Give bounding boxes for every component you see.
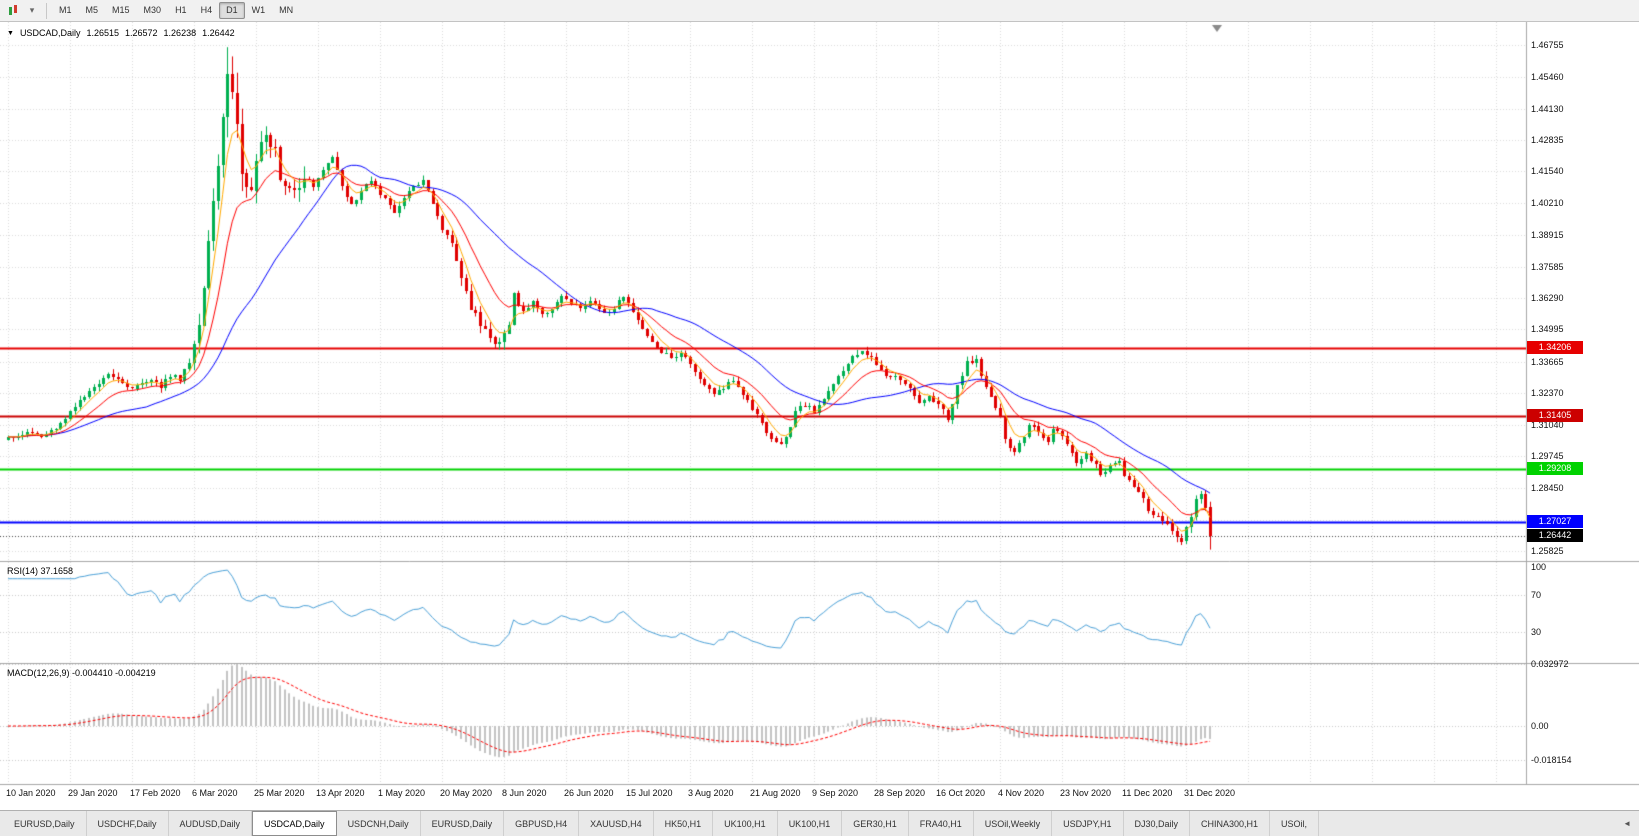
macd-axis-label: -0.018154 [1531,755,1572,765]
line-price-badge: 1.27027 [1527,515,1583,528]
date-axis-label: 28 Sep 2020 [874,788,926,798]
current-price-badge: 1.26442 [1527,529,1583,542]
price-axis-label: 1.45460 [1531,72,1564,82]
chart-tab-gbpusd-h4[interactable]: GBPUSD,H4 [504,811,580,836]
timeframes-toolbar: ▾ M1 M5 M15 M30 H1 H4 D1 W1 MN [0,0,1639,22]
timeframe-button-m5[interactable]: M5 [85,5,99,15]
date-axis-label: 9 Sep 2020 [812,788,859,798]
chart-tab-dj30-daily[interactable]: DJ30,Daily [1123,811,1191,836]
chart-tab-audusd-daily[interactable]: AUDUSD,Daily [168,811,253,836]
macd-axis-label: 0.00 [1531,721,1549,731]
price-axis-label: 1.34995 [1531,324,1564,334]
date-axis-label: 26 Jun 2020 [564,788,614,798]
timeframe-button-m1[interactable]: M1 [59,5,72,15]
chart-tab-usdcad-daily[interactable]: USDCAD,Daily [252,811,337,836]
rsi-axis-label: 100 [1531,562,1547,572]
timeframe-button-m30[interactable]: M30 [143,5,162,15]
price-axis-label: 1.25825 [1531,546,1564,556]
chart-tab-china300-h1[interactable]: CHINA300,H1 [1190,811,1271,836]
quote-high-value: 1.26572 [125,28,158,38]
date-axis-label: 6 Mar 2020 [192,788,238,798]
rsi-name: RSI(14) [7,566,39,576]
candlestick-glyph [8,4,19,17]
date-axis-label: 8 Jun 2020 [502,788,547,798]
chart-tab-usdjpy-h1[interactable]: USDJPY,H1 [1052,811,1124,836]
quote-close-value: 1.26442 [202,28,235,38]
price-chart-canvas[interactable] [0,22,1639,810]
chart-type-icon[interactable] [4,3,22,19]
chart-tab-fra40-h1[interactable]: FRA40,H1 [908,811,974,836]
chart-tab-usoil-weekly[interactable]: USOil,Weekly [973,811,1053,836]
price-axis-label: 1.31040 [1531,420,1564,430]
price-axis-label: 1.33665 [1531,357,1564,367]
timeframe-button-h1[interactable]: H1 [175,5,187,15]
line-price-badge: 1.29208 [1527,462,1583,475]
line-price-badge: 1.34206 [1527,341,1583,354]
price-axis-label: 1.36290 [1531,293,1564,303]
rsi-axis-label: 70 [1531,590,1542,600]
quote-open-value: 1.26515 [86,28,119,38]
chart-tab-usdchf-daily[interactable]: USDCHF,Daily [86,811,169,836]
date-axis-label: 21 Aug 2020 [750,788,801,798]
price-axis-label: 1.38915 [1531,230,1564,240]
price-axis-label: 1.46755 [1531,40,1564,50]
price-axis-label: 1.41540 [1531,166,1564,176]
chart-tab-eurusd-daily[interactable]: EURUSD,Daily [420,811,505,836]
toolbar-dropdown-arrow-icon[interactable]: ▾ [29,5,35,15]
date-axis-label: 16 Oct 2020 [936,788,986,798]
symbol-period-label: USDCAD,Daily [19,28,81,38]
timeframe-buttons-group: M1 M5 M15 M30 H1 H4 D1 W1 MN [52,2,300,19]
rsi-axis-label: 30 [1531,627,1542,637]
timeframe-button-m15[interactable]: M15 [112,5,130,15]
date-axis-label: 17 Feb 2020 [130,788,181,798]
date-axis-label: 4 Nov 2020 [998,788,1045,798]
chart-tab-uk100-h1[interactable]: UK100,H1 [713,811,778,836]
chart-tab-hk50-h1[interactable]: HK50,H1 [653,811,714,836]
chart-tab-usdcnh-daily[interactable]: USDCNH,Daily [336,811,421,836]
timeframe-button-d1[interactable]: D1 [219,2,245,19]
timeframe-button-mn[interactable]: MN [279,5,294,15]
chart-tab-eurusd-daily[interactable]: EURUSD,Daily [3,811,87,836]
line-price-badge: 1.31405 [1527,409,1583,422]
date-axis-label: 1 May 2020 [378,788,426,798]
date-axis-label: 3 Aug 2020 [688,788,734,798]
macd-values: -0.004410 -0.004219 [72,668,156,678]
date-axis-label: 31 Dec 2020 [1184,788,1236,798]
rsi-value: 37.1658 [40,566,74,576]
date-axis-label: 25 Mar 2020 [254,788,305,798]
chart-tab-xauusd-h4[interactable]: XAUUSD,H4 [579,811,654,836]
date-axis-label: 15 Jul 2020 [626,788,673,798]
chart-tabs-group: EURUSD,Daily USDCHF,Daily AUDUSD,Daily USDC… [3,811,1320,836]
price-axis-label: 1.32370 [1531,388,1564,398]
macd-indicator-label: MACD(12,26,9) -0.004410 -0.004219 [7,668,156,678]
toolbar-separator [46,2,47,19]
price-axis-label: 1.44130 [1531,104,1564,114]
price-axis-label: 1.28450 [1531,483,1564,493]
chart-tab-bar: EURUSD,Daily USDCHF,Daily AUDUSD,Daily USDC… [0,810,1639,836]
chart-tab-uk100-h1[interactable]: UK100,H1 [777,811,843,836]
quote-low-value: 1.26238 [163,28,197,38]
chart-tab-ger30-h1[interactable]: GER30,H1 [842,811,909,836]
one-click-trading-arrow-icon[interactable]: ▼ [7,29,14,37]
date-axis-label: 23 Nov 2020 [1060,788,1112,798]
price-axis-label: 1.29745 [1531,451,1564,461]
timeframe-button-w1[interactable]: W1 [251,5,266,15]
timeframe-button-h4[interactable]: H4 [200,5,213,15]
date-axis-label: 20 May 2020 [440,788,493,798]
macd-name: MACD(12,26,9) [7,668,70,678]
price-axis-label: 1.42835 [1531,135,1564,145]
rsi-indicator-label: RSI(14) 37.1658 [7,566,73,576]
chart-area: ▼ USDCAD,Daily 1.26515 1.26572 1.26238 1… [0,22,1639,810]
chart-title: ▼ USDCAD,Daily 1.26515 1.26572 1.26238 1… [7,28,235,38]
date-axis-label: 10 Jan 2020 [6,788,56,798]
date-axis-label: 11 Dec 2020 [1122,788,1173,798]
date-axis-label: 29 Jan 2020 [68,788,118,798]
price-axis-label: 1.37585 [1531,262,1564,272]
tab-scroll-arrow-icon[interactable]: ◄ [1623,819,1631,828]
price-axis-label: 1.40210 [1531,198,1564,208]
macd-axis-label: 0.032972 [1531,659,1569,669]
date-axis-label: 13 Apr 2020 [316,788,365,798]
chart-tab-usoil[interactable]: USOil, [1270,811,1320,836]
